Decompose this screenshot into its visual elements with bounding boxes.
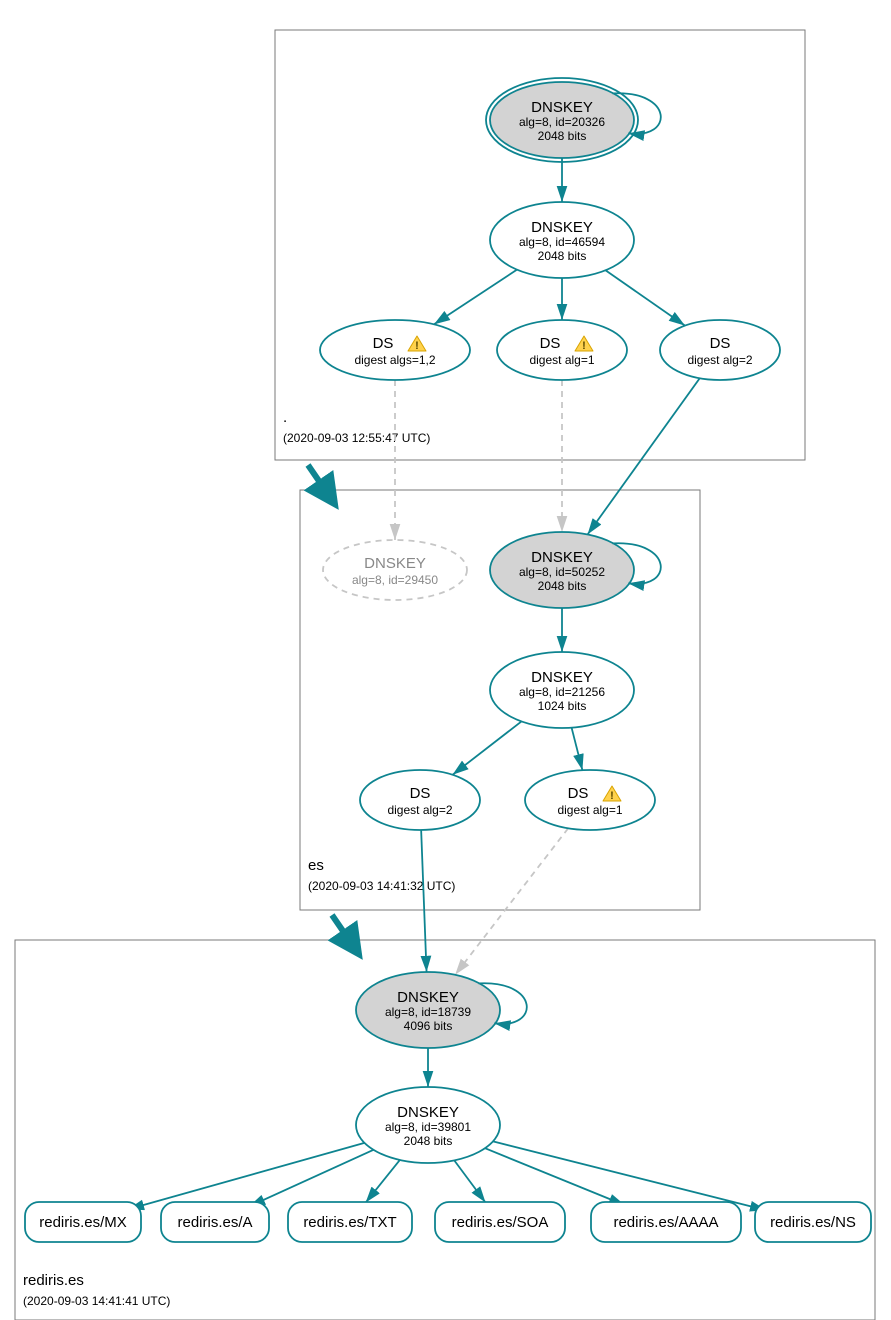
- svg-text:alg=8, id=21256: alg=8, id=21256: [519, 685, 605, 699]
- svg-text:es: es: [308, 857, 324, 874]
- node-ds3: DSdigest alg=2: [660, 320, 780, 380]
- svg-text:rediris.es/SOA: rediris.es/SOA: [452, 1214, 549, 1231]
- node-ds1: DS!digest algs=1,2: [320, 320, 470, 380]
- svg-text:rediris.es/TXT: rediris.es/TXT: [303, 1214, 396, 1231]
- svg-text:!: !: [610, 790, 614, 802]
- edge-red-zsk-rr-soa: [454, 1160, 485, 1202]
- svg-text:digest alg=1: digest alg=1: [529, 353, 594, 367]
- rr-rr-a: rediris.es/A: [161, 1202, 269, 1242]
- node-es-ds2: DS!digest alg=1: [525, 770, 655, 830]
- svg-text:alg=8, id=39801: alg=8, id=39801: [385, 1120, 471, 1134]
- node-ds2: DS!digest alg=1: [497, 320, 627, 380]
- zone-arrow-1: [332, 915, 356, 950]
- svg-text:DNSKEY: DNSKEY: [531, 669, 593, 686]
- node-root-ksk: DNSKEYalg=8, id=203262048 bits: [486, 78, 638, 162]
- edge-es-zsk-es-ds1: [453, 721, 522, 774]
- svg-text:DNSKEY: DNSKEY: [531, 99, 593, 116]
- svg-text:DNSKEY: DNSKEY: [397, 1104, 459, 1121]
- svg-text:(2020-09-03 14:41:32 UTC): (2020-09-03 14:41:32 UTC): [308, 879, 455, 893]
- edge-red-zsk-rr-ns: [493, 1141, 766, 1210]
- edge-es-zsk-es-ds2: [572, 728, 583, 771]
- node-es-zsk: DNSKEYalg=8, id=212561024 bits: [490, 652, 634, 728]
- svg-text:rediris.es/AAAA: rediris.es/AAAA: [613, 1214, 718, 1231]
- svg-text:2048 bits: 2048 bits: [404, 1134, 453, 1148]
- svg-text:DNSKEY: DNSKEY: [364, 555, 426, 572]
- svg-text:DNSKEY: DNSKEY: [531, 219, 593, 236]
- svg-text:rediris.es/MX: rediris.es/MX: [39, 1214, 127, 1231]
- svg-text:(2020-09-03 12:55:47 UTC): (2020-09-03 12:55:47 UTC): [283, 431, 430, 445]
- svg-text:DS: DS: [373, 335, 394, 352]
- svg-text:rediris.es/NS: rediris.es/NS: [770, 1214, 856, 1231]
- rr-rr-soa: rediris.es/SOA: [435, 1202, 565, 1242]
- edge-es-ds2-red-ksk: [455, 828, 568, 975]
- dnssec-diagram: . (2020-09-03 12:55:47 UTC) es (2020-09-03 …: [0, 0, 891, 1320]
- edge-red-zsk-rr-mx: [128, 1143, 365, 1209]
- rr-rr-aaaa: rediris.es/AAAA: [591, 1202, 741, 1242]
- svg-text:digest alg=2: digest alg=2: [687, 353, 752, 367]
- svg-text:.: .: [283, 409, 287, 426]
- svg-text:digest alg=1: digest alg=1: [557, 803, 622, 817]
- svg-text:alg=8, id=46594: alg=8, id=46594: [519, 235, 605, 249]
- zone-arrow-0: [308, 465, 332, 500]
- svg-text:2048 bits: 2048 bits: [538, 579, 587, 593]
- svg-text:rediris.es/A: rediris.es/A: [177, 1214, 252, 1231]
- svg-text:DS: DS: [710, 335, 731, 352]
- svg-text:alg=8, id=29450: alg=8, id=29450: [352, 573, 438, 587]
- svg-text:rediris.es: rediris.es: [23, 1272, 84, 1289]
- svg-text:digest alg=2: digest alg=2: [387, 803, 452, 817]
- svg-text:!: !: [415, 340, 419, 352]
- svg-text:1024 bits: 1024 bits: [538, 699, 587, 713]
- edge-red-zsk-rr-txt: [366, 1160, 400, 1203]
- svg-text:DNSKEY: DNSKEY: [397, 989, 459, 1006]
- rr-rr-ns: rediris.es/NS: [755, 1202, 871, 1242]
- svg-text:alg=8, id=18739: alg=8, id=18739: [385, 1005, 471, 1019]
- svg-text:4096 bits: 4096 bits: [404, 1019, 453, 1033]
- svg-text:digest algs=1,2: digest algs=1,2: [354, 353, 435, 367]
- edge-ds3-es-ksk: [588, 378, 700, 534]
- svg-text:DS: DS: [568, 785, 589, 802]
- svg-text:DNSKEY: DNSKEY: [531, 549, 593, 566]
- svg-text:DS: DS: [410, 785, 431, 802]
- svg-text:alg=8, id=20326: alg=8, id=20326: [519, 115, 605, 129]
- svg-text:!: !: [582, 340, 586, 352]
- node-red-zsk: DNSKEYalg=8, id=398012048 bits: [356, 1087, 500, 1163]
- edge-root-zsk-ds3: [605, 270, 685, 325]
- node-es-ds1: DSdigest alg=2: [360, 770, 480, 830]
- edge-es-ds1-red-ksk: [421, 830, 426, 972]
- node-es-ghost: DNSKEYalg=8, id=29450: [323, 540, 467, 600]
- svg-text:DS: DS: [540, 335, 561, 352]
- edge-root-zsk-ds1: [434, 270, 517, 325]
- svg-text:alg=8, id=50252: alg=8, id=50252: [519, 565, 605, 579]
- rr-rr-txt: rediris.es/TXT: [288, 1202, 412, 1242]
- svg-text:(2020-09-03 14:41:41 UTC): (2020-09-03 14:41:41 UTC): [23, 1294, 170, 1308]
- rr-rr-mx: rediris.es/MX: [25, 1202, 141, 1242]
- svg-text:2048 bits: 2048 bits: [538, 129, 587, 143]
- svg-text:2048 bits: 2048 bits: [538, 249, 587, 263]
- node-root-zsk: DNSKEYalg=8, id=465942048 bits: [490, 202, 634, 278]
